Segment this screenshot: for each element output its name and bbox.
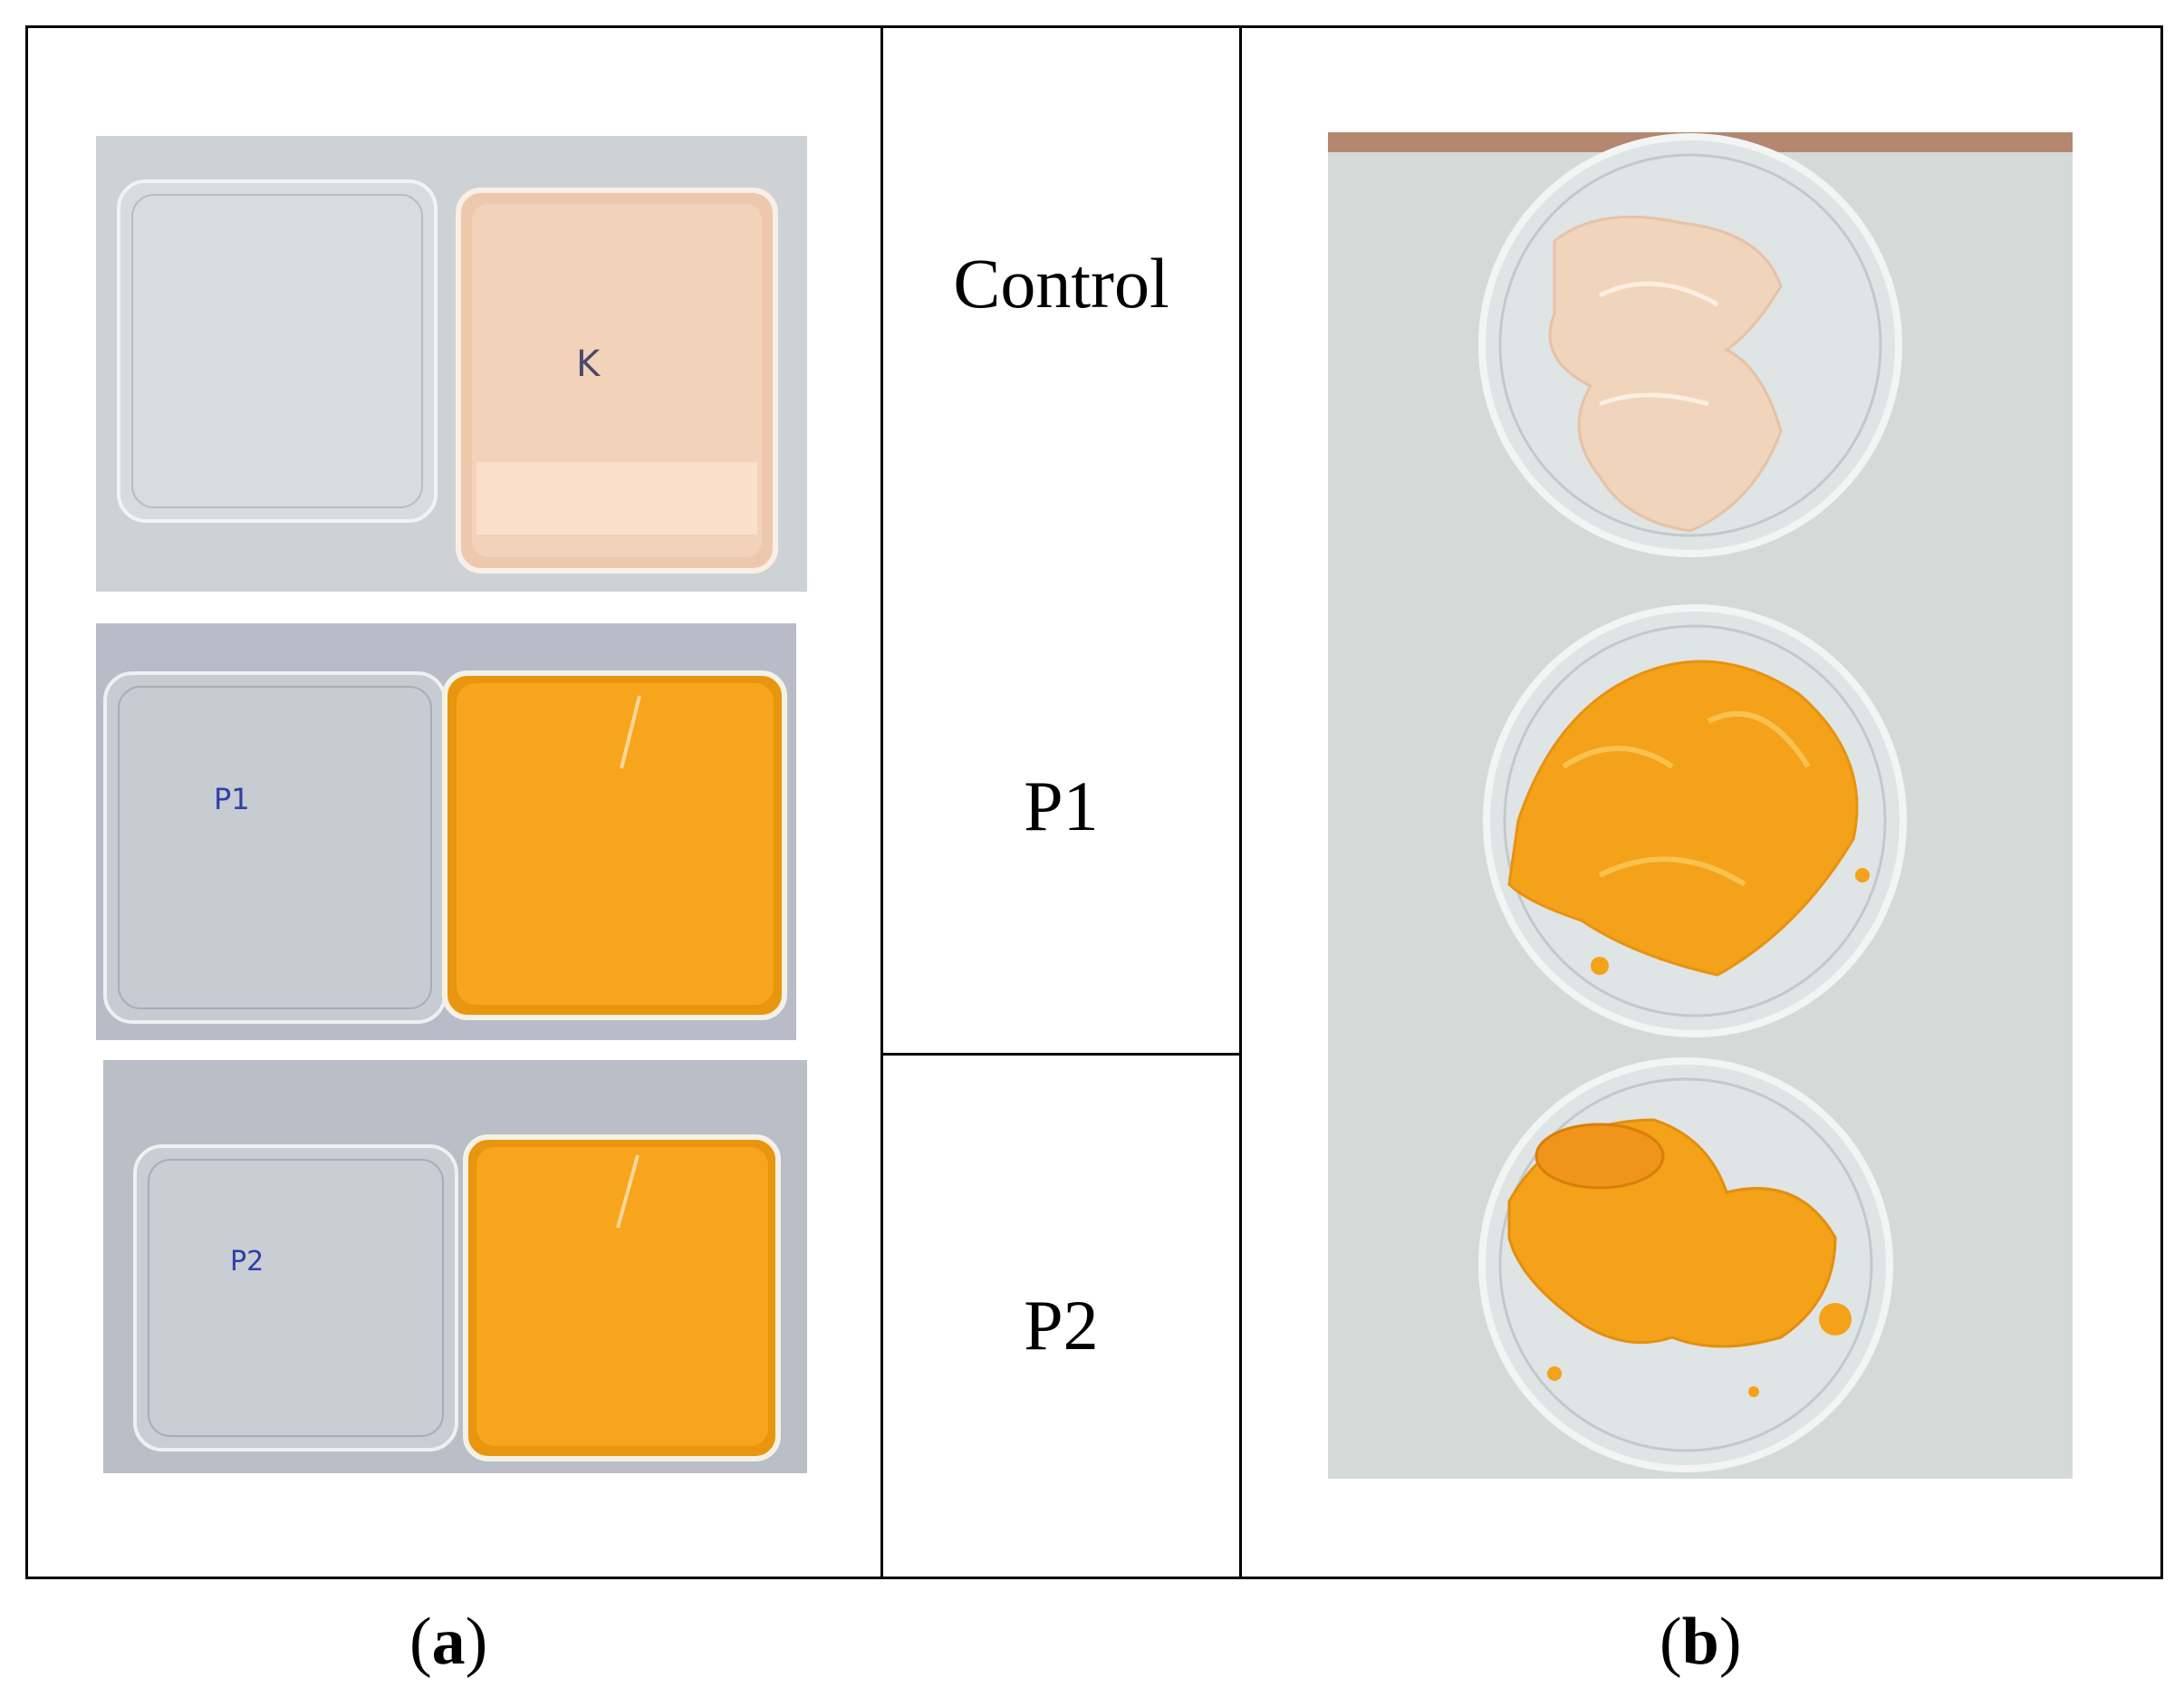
label-p2: P2 bbox=[1024, 1286, 1099, 1365]
caption-a: (a) bbox=[409, 1605, 488, 1679]
label-p1: P1 bbox=[1024, 767, 1099, 845]
control-film-photo: K bbox=[96, 136, 807, 592]
p2-film-photo: P2 bbox=[103, 1060, 807, 1473]
caption-b: (b) bbox=[1660, 1605, 1742, 1679]
plate-label-p1: P1 bbox=[214, 782, 250, 816]
divider-p1-p2 bbox=[880, 1053, 1242, 1056]
dried-samples-photo bbox=[1328, 132, 2073, 1479]
label-control: Control bbox=[953, 244, 1169, 323]
plate-label-k: K bbox=[576, 343, 601, 385]
plate-label-p2: P2 bbox=[230, 1246, 264, 1278]
p1-film-photo: P1 bbox=[96, 623, 796, 1040]
figure-frame bbox=[25, 25, 2163, 1579]
divider-left bbox=[880, 25, 883, 1579]
divider-right bbox=[1239, 25, 1242, 1579]
